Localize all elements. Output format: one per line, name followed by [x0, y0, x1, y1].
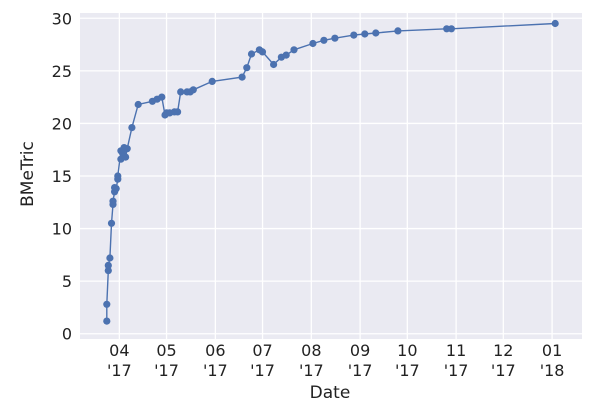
- data-point: [106, 254, 114, 262]
- x-tick-label: 06: [205, 341, 225, 360]
- data-point: [104, 261, 112, 269]
- data-point: [114, 172, 122, 180]
- x-tick-label: 05: [156, 341, 176, 360]
- x-tick-year-label: '17: [154, 361, 179, 380]
- data-point: [372, 29, 380, 37]
- data-point: [109, 197, 117, 205]
- x-tick-year-label: '17: [444, 361, 469, 380]
- x-tick-year-label: '18: [540, 361, 565, 380]
- x-tick-year-label: '17: [491, 361, 516, 380]
- x-tick-label: 10: [397, 341, 417, 360]
- data-point: [103, 317, 111, 325]
- data-point: [128, 124, 136, 132]
- x-tick-year-label: '17: [348, 361, 373, 380]
- data-point: [247, 50, 256, 58]
- x-tick-label: 01: [542, 341, 562, 360]
- data-point: [134, 100, 142, 109]
- data-point: [208, 77, 216, 85]
- data-point: [189, 86, 197, 94]
- x-tick-year-label: '17: [107, 361, 132, 380]
- data-point: [177, 88, 185, 96]
- data-point: [320, 36, 328, 44]
- data-point: [103, 300, 111, 308]
- y-axis-title: BMeTric: [18, 141, 38, 207]
- x-tick-label: 04: [109, 341, 129, 360]
- data-point: [158, 93, 166, 101]
- y-tick-label: 30: [52, 9, 72, 28]
- data-point: [331, 34, 339, 42]
- data-point: [243, 64, 251, 72]
- x-axis-title: Date: [310, 383, 351, 403]
- data-point: [350, 31, 358, 39]
- x-tick-label: 12: [493, 341, 513, 360]
- data-point: [394, 27, 402, 35]
- x-tick-label: 07: [252, 341, 272, 360]
- data-point: [258, 48, 267, 56]
- y-tick-label: 0: [62, 325, 72, 344]
- data-point: [107, 219, 116, 227]
- data-point: [282, 51, 290, 59]
- data-point: [122, 153, 130, 161]
- y-tick-label: 5: [62, 272, 72, 291]
- chart-gridlines: [80, 13, 582, 339]
- data-point: [309, 39, 317, 48]
- data-point: [238, 73, 246, 81]
- y-axis-tick-labels: 0 5 10 15 20 25 30: [52, 9, 72, 343]
- chart-series: [103, 19, 559, 325]
- data-point: [174, 108, 182, 116]
- x-tick-label: 09: [350, 341, 370, 360]
- y-tick-label: 20: [52, 114, 72, 133]
- x-tick-label: 08: [301, 341, 321, 360]
- data-point: [123, 145, 131, 153]
- data-point: [104, 267, 112, 275]
- y-tick-label: 15: [52, 167, 72, 186]
- data-point: [361, 30, 369, 38]
- y-tick-label: 25: [52, 62, 72, 81]
- data-point: [112, 185, 120, 193]
- data-point: [551, 19, 559, 28]
- data-point: [270, 60, 278, 69]
- x-axis-tick-labels: 04'1705'1706'1707'1708'1709'1710'1711'17…: [107, 341, 565, 380]
- x-tick-label: 11: [446, 341, 466, 360]
- data-point: [447, 25, 455, 33]
- x-tick-year-label: '17: [250, 361, 275, 380]
- x-tick-year-label: '17: [203, 361, 228, 380]
- x-tick-year-label: '17: [395, 361, 420, 380]
- x-tick-year-label: '17: [299, 361, 324, 380]
- data-point: [290, 46, 298, 54]
- y-tick-label: 10: [52, 220, 72, 239]
